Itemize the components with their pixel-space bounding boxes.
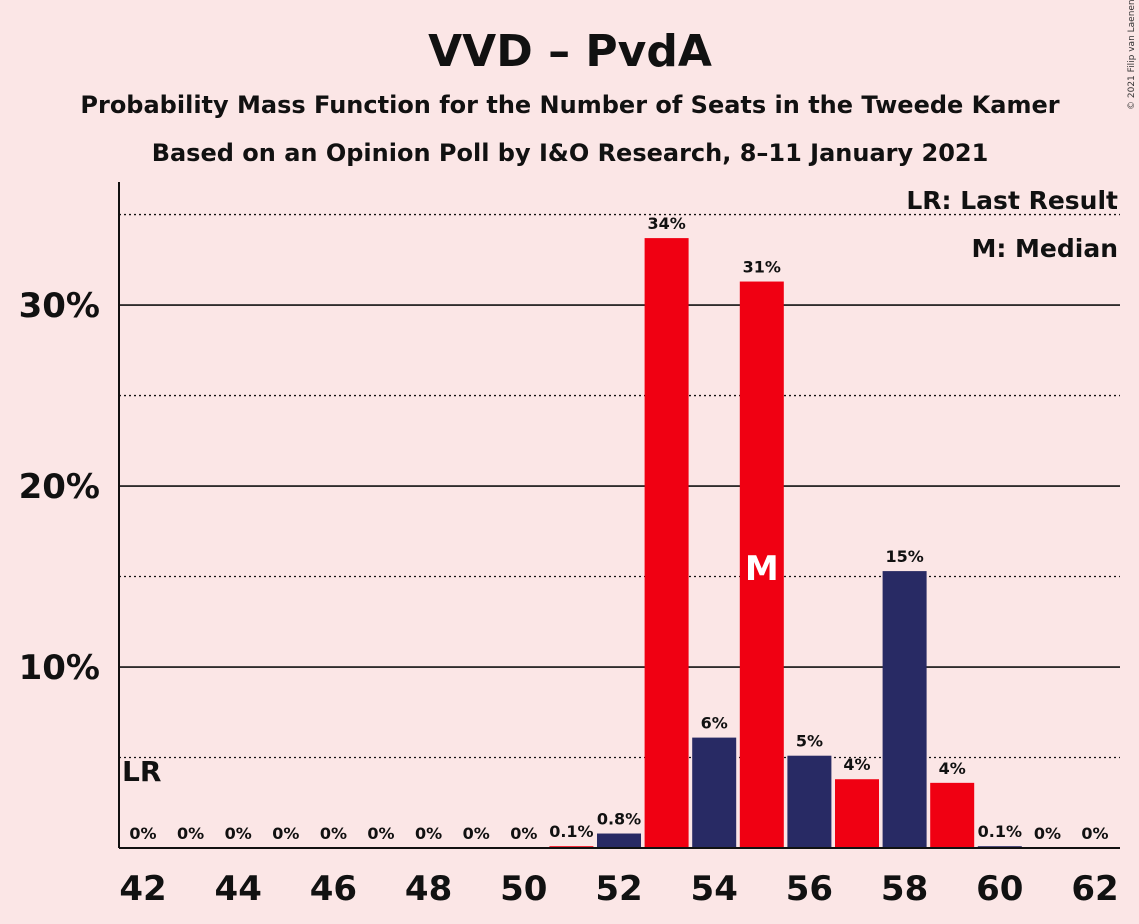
data-label: 4% <box>939 759 966 778</box>
data-label: 0.8% <box>597 810 641 829</box>
data-label: 15% <box>885 547 923 566</box>
bar <box>835 779 879 848</box>
data-label: 4% <box>843 755 870 774</box>
data-label: 34% <box>647 214 685 233</box>
x-tick-label: 62 <box>1071 869 1118 909</box>
axes: 10% 20% 30% 42 44 46 48 50 52 54 56 58 60 62 <box>19 182 1120 909</box>
y-tick-label: 30% <box>19 286 100 326</box>
data-label: 0% <box>1081 824 1108 843</box>
data-label: 0% <box>320 824 347 843</box>
x-tick-label: 46 <box>310 869 357 909</box>
bar <box>739 281 784 848</box>
y-tick-label: 10% <box>19 648 100 688</box>
data-label: 0% <box>177 824 204 843</box>
data-label: 0% <box>1034 824 1061 843</box>
x-tick-label: 58 <box>881 869 928 909</box>
bar <box>930 782 975 848</box>
chart-title: VVD – PvdA <box>428 26 712 77</box>
bars <box>549 238 1022 848</box>
data-label: 0% <box>367 824 394 843</box>
x-tick-label: 52 <box>595 869 642 909</box>
data-label: 31% <box>743 258 781 277</box>
last-result-marker: LR <box>122 755 161 788</box>
legend-last-result: LR: Last Result <box>906 186 1118 215</box>
y-tick-label: 20% <box>19 467 100 507</box>
bar <box>597 833 641 848</box>
data-label: 5% <box>796 732 823 751</box>
data-label: 0% <box>129 824 156 843</box>
x-tick-label: 56 <box>786 869 833 909</box>
data-label: 6% <box>701 714 728 733</box>
bar <box>882 571 927 848</box>
x-tick-label: 54 <box>691 869 738 909</box>
data-labels: 0% 0% 0% 0% 0% 0% 0% 0% 0% 0.1%0.8%34%6%31%5%4%15… <box>122 214 1109 843</box>
data-label: 0% <box>415 824 442 843</box>
data-label: 0% <box>272 824 299 843</box>
x-tick-label: 60 <box>976 869 1023 909</box>
chart-subtitle-2: Based on an Opinion Poll by I&O Research… <box>152 139 989 167</box>
bar <box>787 755 832 848</box>
x-tick-label: 42 <box>119 869 166 909</box>
x-tick-label: 50 <box>500 869 547 909</box>
bar <box>644 238 689 848</box>
x-tick-label: 48 <box>405 869 452 909</box>
copyright-text: © 2021 Filip van Laenen <box>1127 0 1137 110</box>
data-label: 0% <box>225 824 252 843</box>
x-tick-label: 44 <box>215 869 262 909</box>
data-label: 0.1% <box>978 822 1022 841</box>
data-label: 0% <box>510 824 537 843</box>
legend-median: M: Median <box>971 234 1118 263</box>
chart-subtitle-1: Probability Mass Function for the Number… <box>80 91 1059 119</box>
bar <box>692 737 737 848</box>
data-label: 0% <box>463 824 490 843</box>
grid <box>119 213 1120 759</box>
data-label: 0.1% <box>549 822 593 841</box>
median-marker: M <box>745 549 779 589</box>
